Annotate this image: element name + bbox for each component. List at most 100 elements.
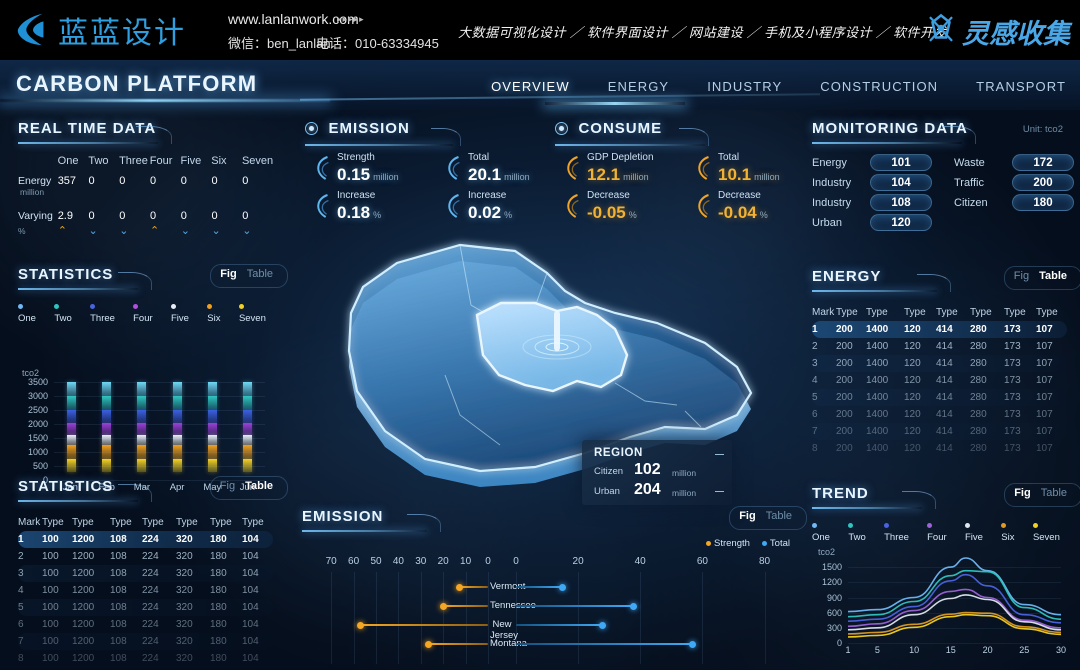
emission-butterfly-chart: 70 60 50 40 30 20 10 0 0 20 40 60 80 Vermont Tennessee…: [302, 556, 792, 668]
table-row[interactable]: 8 200 1400 120 414 280 173 107: [812, 440, 1067, 457]
energy-data-table[interactable]: Mark Type Type Type Type Type Type Type 1 200 1400…: [812, 304, 1067, 457]
nav-item-industry[interactable]: INDUSTRY: [707, 79, 783, 94]
column-header: Type: [970, 307, 992, 318]
panel-title-monitoring-data: MONITORING DATA: [812, 120, 968, 137]
table-cell: 200: [836, 392, 853, 403]
table-cell: 120: [904, 375, 921, 386]
table-cell: 108: [110, 619, 127, 630]
table-cell: 100: [42, 534, 59, 545]
bar-segment: [172, 422, 182, 436]
monitor-label: Waste: [954, 157, 985, 169]
toggle-fig[interactable]: Fig: [219, 480, 236, 492]
lanlan-logo-icon: [17, 13, 44, 46]
column-header: Type: [1036, 307, 1058, 318]
table-row[interactable]: 6 100 1200 108 224 320 180 104: [18, 616, 273, 633]
bar-segment: [172, 444, 182, 459]
toggle-table[interactable]: Table: [1039, 270, 1067, 282]
table-cell: 104: [242, 602, 259, 613]
trend-view-toggle[interactable]: Fig Table: [1004, 483, 1080, 507]
x-axis-tick: 30: [1055, 645, 1066, 655]
table-cell: 320: [176, 619, 193, 630]
legend-item-three: Three: [884, 521, 916, 543]
nav-item-energy[interactable]: ENERGY: [607, 79, 670, 94]
panel-rule-decor: [305, 144, 453, 146]
table-cell: 173: [1004, 392, 1021, 403]
tooltip-label-urban: Urban: [594, 486, 620, 497]
table-cell: 414: [936, 426, 953, 437]
table-row[interactable]: 7 200 1400 120 414 280 173 107: [812, 423, 1067, 440]
table-cell: 100: [42, 602, 59, 613]
table-row-energy: Energy 357 0 0 0 0 0 0: [18, 175, 273, 187]
trend-arrow-2: ⌄: [88, 225, 98, 237]
table-cell: 180: [210, 653, 227, 664]
table-header-row: Mark Type Type Type Type Type Type Type: [18, 514, 273, 531]
toggle-table[interactable]: Table: [245, 480, 273, 492]
nav-item-overview[interactable]: OVERVIEW: [491, 79, 570, 94]
energy-v4: 0: [149, 175, 157, 187]
website-url[interactable]: www.lanlanwork.com: [228, 11, 359, 27]
toggle-table[interactable]: Table: [246, 268, 273, 280]
left-axis-tick: 50: [370, 556, 382, 567]
legend-item-total: Total: [761, 538, 790, 549]
kpi-unit: million: [373, 172, 399, 182]
kpi-unit: %: [759, 210, 768, 220]
table-row[interactable]: 4 100 1200 108 224 320 180 104: [18, 582, 273, 599]
table-cell: 3: [812, 358, 818, 369]
toggle-fig[interactable]: Fig: [1014, 487, 1031, 499]
bar-May: [207, 382, 217, 480]
toggle-fig[interactable]: Fig: [220, 268, 237, 280]
row-label-varying: Varying: [18, 210, 53, 222]
bar-Apr: [172, 382, 182, 480]
table-row[interactable]: 6 200 1400 120 414 280 173 107: [812, 406, 1067, 423]
grid-line: [353, 572, 355, 664]
table-row[interactable]: 5 100 1200 108 224 320 180 104: [18, 599, 273, 616]
bar-segment: [102, 435, 112, 445]
table-cell: 173: [1004, 375, 1021, 386]
panel-energy-table: ENERGY Fig Table Mark Type Type Type Type Typ…: [812, 266, 1080, 457]
toggle-fig[interactable]: Fig: [1013, 270, 1030, 282]
toggle-table[interactable]: Table: [765, 510, 792, 522]
statistics-data-table[interactable]: Mark Type Type Type Type Type Type Type 1 100 1200…: [18, 514, 273, 667]
table-cell: 200: [836, 358, 853, 369]
total-bar: [516, 624, 603, 626]
panel-rule-decor: [18, 142, 158, 144]
toggle-table[interactable]: Table: [1040, 487, 1067, 499]
region-map[interactable]: REGION Citizen 102 million Urban 204 mil…: [285, 215, 795, 515]
table-row[interactable]: 2 200 1400 120 414 280 173 107: [812, 338, 1067, 355]
panel-arc-decor: [942, 126, 976, 144]
kpi-label: Decrease: [718, 190, 761, 201]
table-cell: 100: [42, 653, 59, 664]
emission-view-toggle[interactable]: Fig Table: [729, 506, 807, 530]
panel-emission-kpi: EMISSION Strength 0.15 million Total 20.1…: [305, 120, 540, 222]
table-row-varying: Varying 2.9 0 0 0 0 0 0: [18, 210, 273, 222]
table-row[interactable]: 1 200 1400 120 414 280 173 107: [812, 321, 1067, 338]
table-cell: 100: [42, 636, 59, 647]
statistics-view-toggle[interactable]: Fig Table: [210, 264, 288, 288]
row-unit-varying: %: [18, 225, 26, 236]
legend-item-four: Four: [927, 521, 954, 543]
kpi-label: Increase: [337, 190, 376, 201]
table-row[interactable]: 3 100 1200 108 224 320 180 104: [18, 565, 273, 582]
strength-marker: [440, 602, 448, 610]
statistics-table-view-toggle[interactable]: Fig Table: [209, 476, 289, 500]
app-header: CARBON PLATFORM OVERVIEW ENERGY INDUSTRY…: [0, 60, 1080, 110]
bar-Jan.: [67, 382, 77, 480]
table-cell: 107: [1036, 358, 1053, 369]
table-row[interactable]: 2 100 1200 108 224 320 180 104: [18, 548, 273, 565]
nav-item-transport[interactable]: TRANSPORT: [976, 79, 1066, 94]
kpi-value: 10.1: [718, 165, 752, 184]
table-row[interactable]: 4 200 1400 120 414 280 173 107: [812, 372, 1067, 389]
table-row[interactable]: 5 200 1400 120 414 280 173 107: [812, 389, 1067, 406]
column-header: Type: [936, 307, 958, 318]
legend-item-three: Three: [90, 302, 122, 324]
varying-v6: 0: [211, 210, 218, 222]
energy-view-toggle[interactable]: Fig Table: [1003, 266, 1080, 290]
table-row[interactable]: 3 200 1400 120 414 280 173 107: [812, 355, 1067, 372]
toggle-fig[interactable]: Fig: [739, 510, 756, 522]
table-row[interactable]: 7 100 1200 108 224 320 180 104: [18, 633, 273, 650]
nav-item-construction[interactable]: CONSTRUCTION: [820, 79, 939, 94]
table-row[interactable]: 8 100 1200 108 224 320 180 104: [18, 650, 273, 667]
statistics-chart-legend: One Two Three Four Five Six Seven: [18, 302, 273, 324]
table-row[interactable]: 1 100 1200 108 224 320 180 104: [18, 531, 273, 548]
table-cell: 2: [812, 341, 818, 352]
